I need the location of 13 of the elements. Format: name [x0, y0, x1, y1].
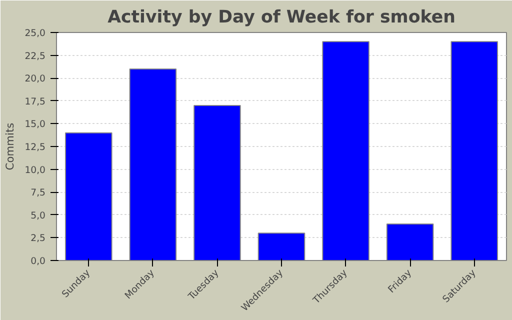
chart-title: Activity by Day of Week for smoken: [108, 8, 456, 28]
y-tick-label: 10,0: [24, 164, 46, 176]
y-tick-label: 7,5: [30, 188, 46, 199]
y-axis-title: Commits: [4, 122, 17, 170]
y-tick-label: 20,0: [24, 74, 46, 85]
y-tick-label: 12,5: [24, 142, 46, 153]
y-tick-label: 15,0: [24, 119, 46, 130]
y-tick-label: 25,0: [24, 28, 46, 39]
y-tick-label: 2,5: [30, 233, 46, 244]
y-tick-label: 0,0: [30, 256, 46, 267]
y-tick-label: 5,0: [30, 210, 46, 222]
y-tick-label: 22,5: [24, 50, 46, 62]
y-tick-label: 17,5: [24, 96, 46, 108]
